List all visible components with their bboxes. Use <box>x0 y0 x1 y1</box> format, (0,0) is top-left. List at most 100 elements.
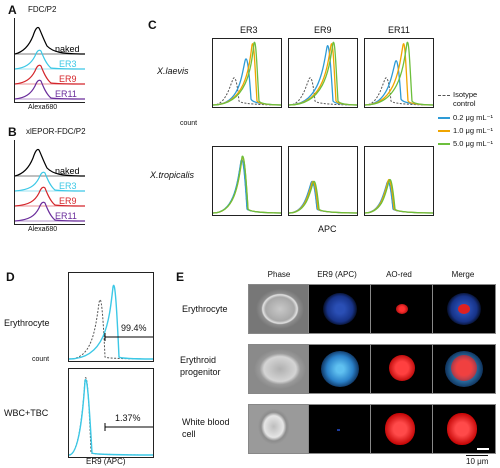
panel-c-tropicalis-er9 <box>288 146 358 216</box>
panel-b-letter: B <box>8 125 17 139</box>
panel-c-xlabel: APC <box>318 224 337 234</box>
legend-c10-swatch <box>438 130 450 133</box>
panel-c-col-er9: ER9 <box>314 25 332 35</box>
panel-a-title: FDC/P2 <box>28 5 57 14</box>
panel-a-xlabel: Alexa680 <box>28 104 58 111</box>
panel-d-letter: D <box>6 270 15 284</box>
panel-a-er3-curve <box>14 49 86 70</box>
panel-b-histograms <box>14 148 86 222</box>
panel-c-tropicalis-er9-c50 <box>288 180 358 214</box>
panel-a-label-er11: ER11 <box>55 89 77 99</box>
panel-e-scalebar-label: 10 μm <box>466 455 489 466</box>
panel-a-label-er9: ER9 <box>59 74 77 84</box>
img-progenitor-aored <box>370 344 434 394</box>
panel-b-er11-curve <box>14 201 86 222</box>
panel-c-laevis-er9-c50 <box>288 41 358 106</box>
img-progenitor-er9 <box>308 344 372 394</box>
panel-b-xlabel: Alexa680 <box>28 226 58 233</box>
legend-iso-label: Isotype control <box>453 90 478 108</box>
panel-e-col-merge: Merge <box>451 270 475 279</box>
img-wbc-er9 <box>308 404 372 454</box>
panel-a-histograms <box>14 26 86 100</box>
panel-e-row-erythrocyte: Erythrocyte <box>182 304 228 314</box>
panel-c-tropicalis-er3-curves <box>212 155 282 214</box>
panel-d-wbc-curves <box>68 377 154 456</box>
panel-b-label-er9: ER9 <box>59 196 77 206</box>
panel-d-erythrocyte-percent: 99.4% <box>121 323 147 333</box>
panel-c-tropicalis-er11 <box>364 146 434 216</box>
panel-c-tropicalis-er3 <box>212 146 282 216</box>
panel-c-laevis-er11 <box>364 38 434 108</box>
legend-c50-swatch <box>438 143 450 146</box>
panel-c-ylabel: count <box>180 120 198 127</box>
panel-e-row-wbc: White blood cell <box>182 417 230 439</box>
img-erythrocyte-aored <box>370 284 434 334</box>
panel-c-row-tropicalis: X.tropicalis <box>150 170 195 180</box>
panel-d-wbc-er9 <box>68 378 154 456</box>
img-erythrocyte-merge <box>432 284 496 334</box>
panel-e-col-er9: ER9 (APC) <box>317 270 357 279</box>
panel-d-ylabel: count <box>32 356 50 363</box>
panel-e-row-progenitor: Erythroid progenitor <box>180 355 221 377</box>
panel-b-label-er11: ER11 <box>55 211 77 221</box>
panel-c-col-er3: ER3 <box>240 25 258 35</box>
panel-c-col-er11: ER11 <box>388 25 410 35</box>
panel-b-label-naked: naked <box>55 166 80 176</box>
panel-b-label-er3: ER3 <box>59 181 77 191</box>
panel-c-tropicalis-er11-c10 <box>364 179 434 214</box>
img-erythrocyte-phase <box>248 284 312 334</box>
panel-b-er3-curve <box>14 171 86 192</box>
img-wbc-merge <box>432 404 496 454</box>
panel-b-title: xlEPOR-FDC/P2 <box>26 127 86 136</box>
legend-c10-label: 1.0 μg mL⁻¹ <box>453 126 493 135</box>
panel-c-laevis-er3-c10 <box>212 43 282 106</box>
img-wbc-aored <box>370 404 434 454</box>
panel-c-laevis-er11-c50 <box>364 41 434 106</box>
panel-b-plot: naked ER3 ER9 ER11 <box>14 140 86 225</box>
legend-c02-label: 0.2 μg mL⁻¹ <box>453 113 493 122</box>
img-erythrocyte-er9 <box>308 284 372 334</box>
panel-d-xlabel: ER9 (APC) <box>86 457 126 466</box>
panel-e-col-aored: AO-red <box>386 270 412 279</box>
panel-b-er9-curve <box>14 186 86 207</box>
panel-c-letter: C <box>148 18 157 32</box>
panel-c-tropicalis-er11-c02 <box>364 180 434 214</box>
img-wbc-phase <box>248 404 312 454</box>
panel-d-erythrocyte-er9 <box>68 284 154 360</box>
panel-c-laevis-er9-c02 <box>288 45 358 106</box>
panel-c-laevis-er3 <box>212 38 282 108</box>
legend-iso-swatch <box>438 94 450 96</box>
panel-d-row-wbc: WBC+TBC <box>4 408 49 418</box>
scale-bar <box>477 448 489 450</box>
panel-c-laevis-er9-c10 <box>288 43 358 106</box>
panel-c-tropicalis-er9-curves <box>288 180 358 214</box>
panel-c-tropicalis-er11-curves <box>364 179 434 214</box>
panel-c-laevis-er3-iso <box>212 77 282 106</box>
panel-a-naked-curve <box>14 26 86 55</box>
panel-c-tropicalis-er9-c02 <box>288 180 358 214</box>
panel-c-laevis-er11-curves <box>364 41 434 106</box>
img-progenitor-phase <box>248 344 312 394</box>
panel-c-tropicalis-er3-c50 <box>212 155 282 214</box>
panel-a-letter: A <box>8 3 17 17</box>
panel-c-laevis-er3-curves <box>212 41 282 106</box>
panel-d-wbc-percent: 1.37% <box>115 413 141 423</box>
legend-c50-label: 5.0 μg mL⁻¹ <box>453 139 493 148</box>
panel-b-naked-curve <box>14 148 86 177</box>
panel-d-wbc-plot: 1.37% <box>68 368 154 458</box>
panel-a-label-naked: naked <box>55 44 80 54</box>
img-progenitor-merge <box>432 344 496 394</box>
panel-d-erythrocyte-curves <box>68 284 154 360</box>
panel-c-laevis-er11-iso <box>364 77 434 106</box>
panel-d-row-erythrocyte: Erythrocyte <box>4 318 50 328</box>
legend-c02-swatch <box>438 117 450 120</box>
panel-a-er11-curve <box>14 79 86 100</box>
panel-c-laevis-er3-c50 <box>212 41 282 106</box>
panel-e-letter: E <box>176 270 185 284</box>
panel-a-label-er3: ER3 <box>59 59 77 69</box>
panel-a-er9-curve <box>14 64 86 85</box>
panel-c-laevis-er9-curves <box>288 41 358 106</box>
panel-a-plot: naked ER3 ER9 ER11 <box>14 18 86 103</box>
panel-c-laevis-er3-c02 <box>212 58 282 106</box>
panel-e-col-phase: Phase <box>267 270 291 279</box>
